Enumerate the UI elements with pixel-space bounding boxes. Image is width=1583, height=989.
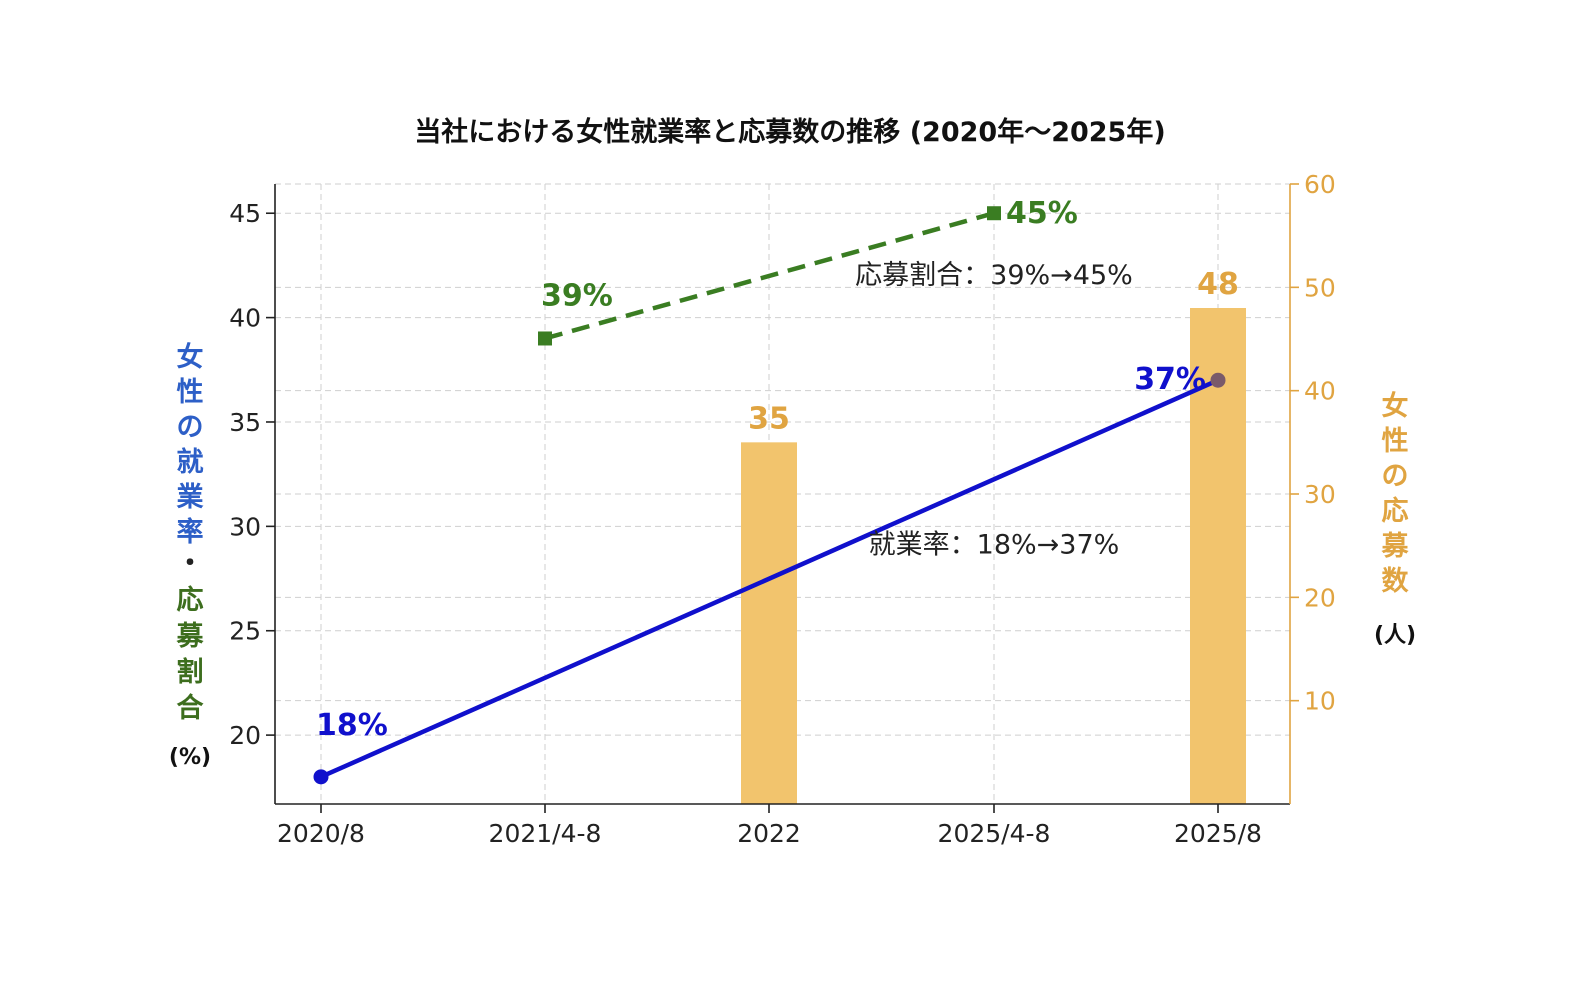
application-ratio-value-label: 45% (1006, 196, 1078, 231)
right-axis-title-char: 募 (1381, 531, 1410, 562)
employment-rate-line (320, 378, 1219, 779)
left-axis-title-char: 割 (177, 656, 204, 688)
application-ratio-value-label: 39% (541, 278, 613, 313)
right-tick-label: 20 (1304, 583, 1336, 612)
left-axis-title-char: 率 (177, 516, 204, 548)
right-axis-title-char: 性 (1382, 426, 1409, 457)
left-axis-title-char: 合 (177, 692, 204, 724)
right-tick-label: 30 (1304, 480, 1336, 509)
x-tick-label: 2025/8 (1174, 819, 1262, 848)
left-tick-label: 40 (229, 304, 261, 333)
employment-rate-annotation: 就業率：18%→37% (869, 529, 1120, 560)
application-ratio-annotation: 応募割合：39%→45% (855, 260, 1133, 291)
left-axis-title-char: 性 (177, 377, 204, 408)
right-axis-title-char: 応 (1382, 495, 1409, 527)
application-ratio-line (544, 211, 995, 341)
left-tick-label: 45 (229, 199, 261, 228)
left-axis-title-char: の (177, 412, 204, 443)
bar-series (741, 308, 1246, 804)
right-tick-label: 10 (1304, 687, 1336, 716)
left-axis-title-char: 募 (176, 621, 205, 652)
x-tick-label: 2020/8 (277, 819, 365, 848)
employment-rate-marker (1210, 372, 1226, 388)
left-tick-label: 35 (229, 408, 261, 437)
x-tick-label: 2021/4-8 (489, 819, 602, 848)
right-tick-label: 60 (1304, 170, 1336, 199)
left-axis-title-char: 女 (177, 341, 204, 373)
left-axis-unit: (%) (169, 745, 211, 770)
x-tick-label: 2022 (737, 819, 801, 848)
annotations: 応募割合：39%→45% 就業率：18%→37% (855, 260, 1133, 560)
line-series (313, 206, 1226, 785)
data-labels: 35 48 18% 37% 39% 45% (316, 196, 1239, 743)
employment-rate-value-label: 37% (1134, 362, 1206, 397)
employment-rate-marker (313, 769, 329, 785)
bar-value-label: 48 (1197, 267, 1239, 302)
right-axis-title-char: 女 (1382, 390, 1409, 422)
right-tick-label: 50 (1304, 273, 1336, 302)
left-tick-label: 30 (229, 512, 261, 541)
axes: 20 25 30 35 40 45 10 20 30 40 50 60 2020/8 2021/4-8 20… (229, 170, 1336, 848)
left-tick-label: 25 (229, 617, 261, 646)
right-axis-title-char: 数 (1382, 566, 1410, 597)
application-ratio-marker (987, 206, 1001, 221)
chart-title: 当社における女性就業率と応募数の推移 (2020年〜2025年) (414, 116, 1165, 148)
bar-2022 (741, 442, 797, 804)
left-tick-label: 20 (229, 721, 261, 750)
left-axis-title-separator: ・ (177, 548, 204, 579)
left-axis-title-char: 就 (177, 447, 204, 478)
employment-rate-value-label: 18% (316, 708, 388, 743)
bar-value-label: 35 (748, 401, 790, 436)
right-axis-unit: (人) (1374, 623, 1416, 648)
application-ratio-marker (538, 331, 552, 346)
left-axis-title-char: 応 (177, 584, 204, 616)
right-axis-title-char: の (1382, 461, 1409, 492)
right-tick-label: 40 (1304, 377, 1336, 406)
x-tick-label: 2025/4-8 (938, 819, 1051, 848)
left-axis-title-char: 業 (177, 482, 204, 513)
